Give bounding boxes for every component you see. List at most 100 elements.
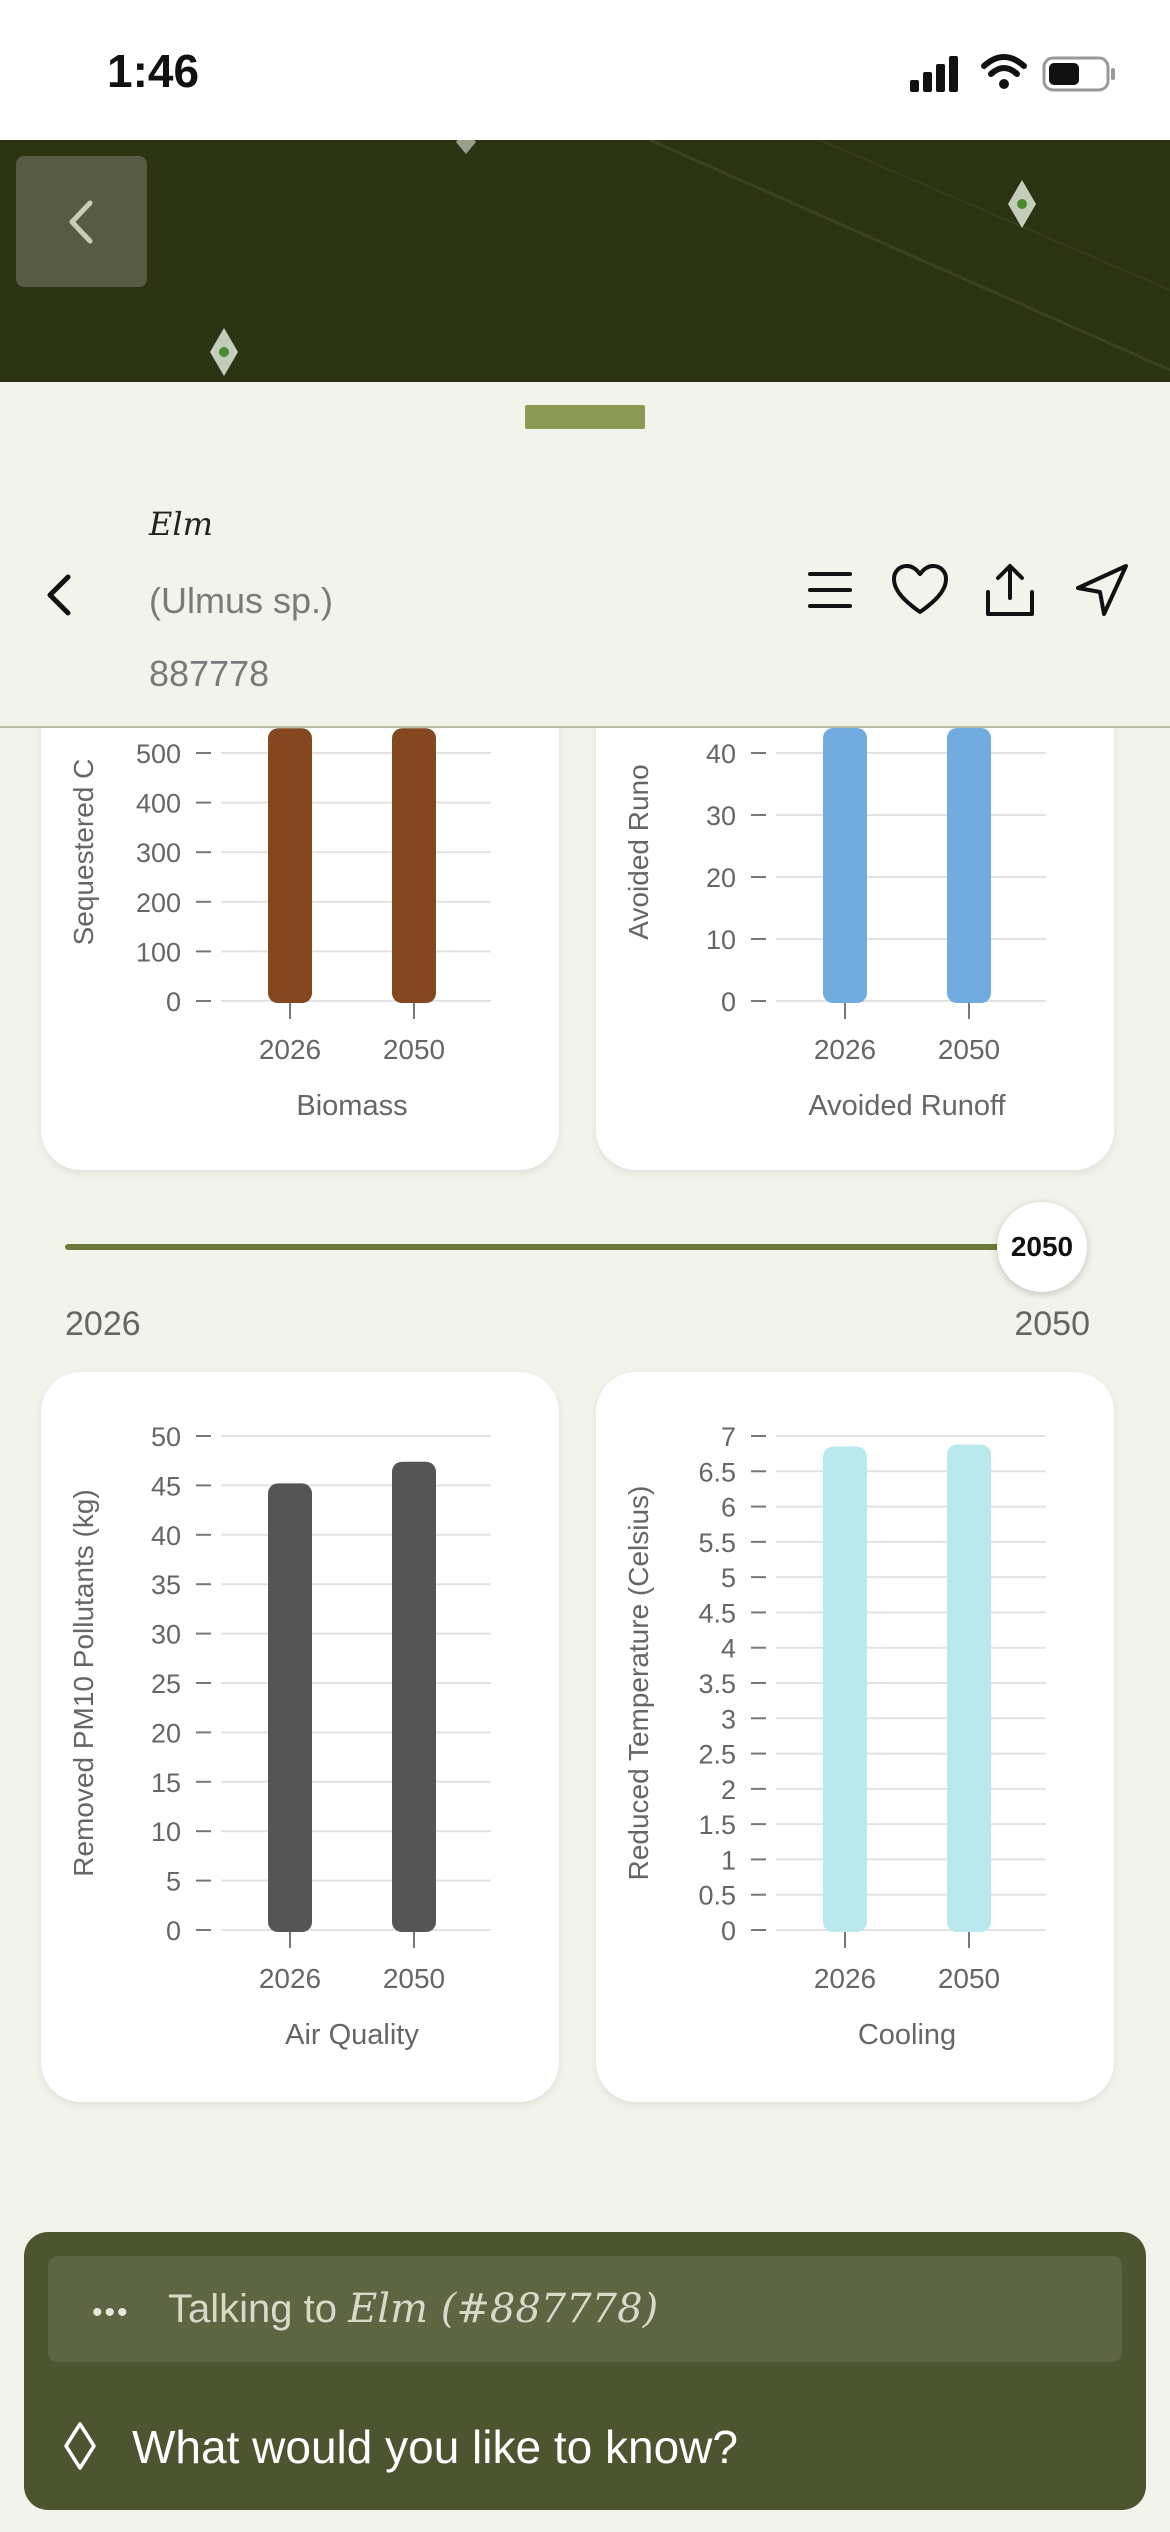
bar	[392, 728, 436, 1003]
share-icon[interactable]	[980, 560, 1040, 620]
slider-min-label: 2026	[65, 1305, 141, 1343]
x-tick-label: 2050	[383, 1963, 445, 1994]
y-axis-label: Sequestered C	[68, 759, 99, 946]
x-tick-label: 2026	[259, 1034, 321, 1065]
tree-marker-icon	[456, 140, 476, 154]
y-tick-label: 5	[721, 1563, 736, 1593]
y-tick-label: 20	[151, 1718, 181, 1748]
y-tick-label: 0	[721, 987, 736, 1017]
more-dots-icon[interactable]: •••	[92, 2296, 130, 2329]
y-tick-label: 100	[136, 937, 181, 967]
y-tick-label: 50	[151, 1422, 181, 1452]
status-bar: 1:46	[0, 0, 1170, 140]
y-tick-label: 3	[721, 1704, 736, 1734]
y-tick-label: 15	[151, 1768, 181, 1798]
x-axis-label: Air Quality	[285, 2019, 419, 2051]
status-time: 1:46	[107, 45, 200, 97]
heart-icon[interactable]	[890, 560, 950, 620]
slider-max-label: 2050	[1014, 1305, 1090, 1343]
back-icon[interactable]	[40, 565, 80, 625]
y-tick-label: 30	[151, 1620, 181, 1650]
tree-marker-icon	[210, 328, 238, 376]
year-slider-handle[interactable]: 2050	[997, 1202, 1087, 1292]
y-tick-label: 0	[166, 1916, 181, 1946]
x-tick-label: 2050	[938, 1034, 1000, 1065]
x-tick-label: 2026	[814, 1963, 876, 1994]
menu-icon[interactable]	[800, 560, 860, 620]
y-tick-label: 3.5	[698, 1669, 736, 1699]
x-axis-label: Biomass	[296, 1090, 407, 1122]
chart-svg: 0 5 10 15 20 25 30 35 40 45 50 Removed PM10 Polluta…	[68, 1422, 491, 2051]
y-tick-label: 0.5	[698, 1881, 736, 1911]
bar	[392, 1461, 436, 1932]
navigate-icon[interactable]	[1072, 560, 1132, 620]
tree-name: Elm	[149, 505, 213, 543]
y-tick-label: 40	[706, 739, 736, 769]
year-slider-track[interactable]	[65, 1244, 1065, 1250]
y-tick-label: 6.5	[698, 1457, 736, 1487]
bar	[823, 728, 867, 1003]
y-tick-label: 0	[721, 1916, 736, 1946]
diamond-icon	[64, 2422, 96, 2470]
map-view[interactable]	[0, 140, 1170, 382]
x-tick-label: 2050	[938, 1963, 1000, 1994]
x-axis-label: Cooling	[858, 2019, 956, 2051]
map-canvas	[210, 140, 1170, 376]
y-tick-label: 7	[721, 1422, 736, 1452]
bar	[947, 1444, 991, 1932]
sheet-handle[interactable]	[525, 405, 645, 429]
chat-input[interactable]	[132, 2412, 1112, 2482]
tree-species: (Ulmus sp.)	[149, 580, 334, 621]
status-icons	[910, 54, 1115, 92]
cooling-chart-card: 0 0.5 1 1.5 2 2.5 3 3.5 4 4.5 5 5.5 6 6.5 7 Reduced Tem…	[596, 1372, 1114, 2102]
chart-svg: 0 100 200 300 400 500 Sequestered C 2026 2050 Bio…	[68, 728, 491, 1122]
chat-status-name: Elm (#887778)	[348, 2286, 659, 2332]
bar	[823, 1446, 867, 1932]
wifi-icon	[981, 54, 1027, 89]
air-quality-chart-card: 0 5 10 15 20 25 30 35 40 45 50 Removed PM10 Polluta…	[41, 1372, 559, 2102]
y-tick-label: 6	[721, 1493, 736, 1523]
y-tick-label: 0	[166, 987, 181, 1017]
y-tick-label: 500	[136, 739, 181, 769]
y-tick-label: 25	[151, 1669, 181, 1699]
bar	[947, 728, 991, 1003]
y-tick-label: 10	[151, 1817, 181, 1847]
y-tick-label: 2	[721, 1775, 736, 1805]
runoff-chart-card: 0 10 20 30 40 Avoided Runo 2026 2050 Avoided Run…	[596, 640, 1114, 1170]
y-tick-label: 2.5	[698, 1740, 736, 1770]
bar	[268, 728, 312, 1003]
y-tick-label: 1	[721, 1845, 736, 1875]
y-tick-label: 4.5	[698, 1598, 736, 1628]
y-tick-label: 45	[151, 1471, 181, 1501]
y-tick-label: 35	[151, 1570, 181, 1600]
chart-svg: 0 10 20 30 40 Avoided Runo 2026 2050 Avoided Run…	[623, 728, 1046, 1122]
signal-icon	[910, 56, 958, 92]
y-tick-label: 400	[136, 789, 181, 819]
y-tick-label: 30	[706, 801, 736, 831]
chat-status-text: Talking to Elm (#887778)	[168, 2286, 658, 2332]
chat-status: ••• Talking to Elm (#887778)	[48, 2256, 1122, 2362]
tree-marker-icon	[1008, 180, 1036, 228]
chevron-left-icon	[69, 200, 92, 243]
x-axis-label: Avoided Runoff	[808, 1090, 1006, 1122]
map-back-button[interactable]	[16, 156, 147, 287]
x-tick-label: 2050	[383, 1034, 445, 1065]
y-tick-label: 40	[151, 1521, 181, 1551]
biomass-chart-card: 0 100 200 300 400 500 Sequestered C 2026 2050 Bio…	[41, 640, 559, 1170]
y-tick-label: 20	[706, 863, 736, 893]
x-tick-label: 2026	[814, 1034, 876, 1065]
y-tick-label: 4	[721, 1634, 736, 1664]
y-tick-label: 200	[136, 888, 181, 918]
tree-header: Elm (Ulmus sp.) 887778	[0, 460, 1170, 728]
y-axis-label: Avoided Runo	[623, 764, 654, 939]
y-tick-label: 300	[136, 838, 181, 868]
battery-icon	[1042, 56, 1115, 92]
y-tick-label: 1.5	[698, 1810, 736, 1840]
y-tick-label: 5.5	[698, 1528, 736, 1558]
x-tick-label: 2026	[259, 1963, 321, 1994]
y-axis-label: Removed PM10 Pollutants (kg)	[68, 1489, 99, 1877]
bar	[268, 1483, 312, 1932]
tree-id: 887778	[149, 653, 270, 694]
chat-status-prefix: Talking to	[168, 2287, 349, 2331]
y-tick-label: 10	[706, 925, 736, 955]
